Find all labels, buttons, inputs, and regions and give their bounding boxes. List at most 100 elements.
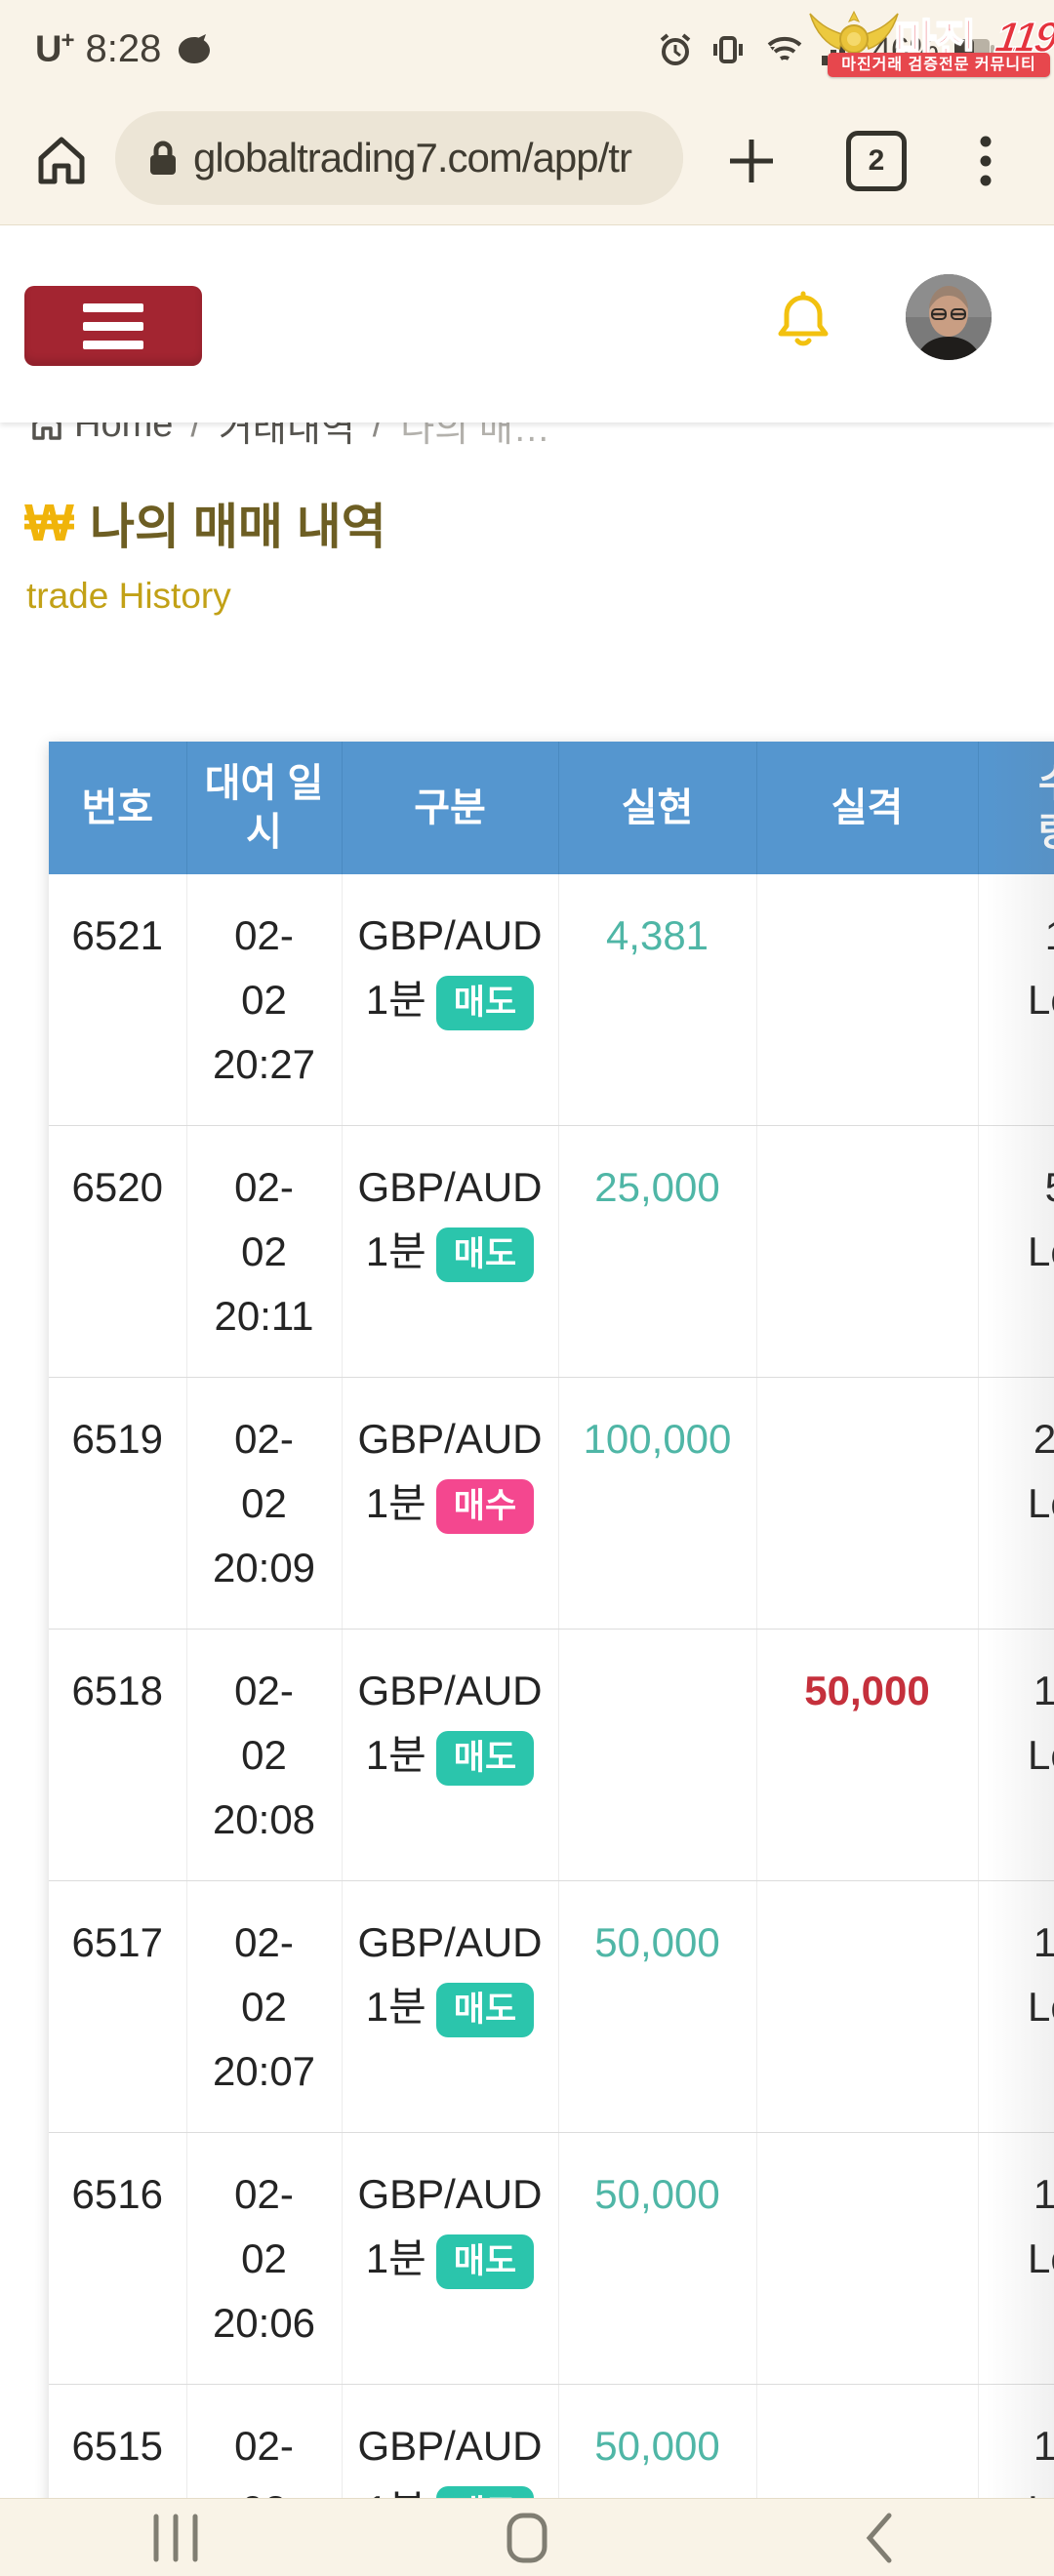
col-header-quantity: 수량 [978,742,1054,874]
cell-rental-datetime: 02- 02 20:06 [186,2132,343,2385]
cell-realized: 50,000 [558,2132,757,2385]
page-subtitle: trade History [26,576,231,616]
carrier-label: U+ [35,27,74,70]
hamburger-bar [83,321,143,331]
table-edge-shadow [986,742,1054,2498]
hamburger-bar [83,340,143,349]
cell-number: 6520 [49,1125,187,1378]
cell-realized: 50,000 [558,1880,757,2133]
cell-realized [558,1629,757,1881]
trade-history-table: 번호 대여 일시 구분 실현 실격 수량 652102-0220:27GBP/A… [49,742,1054,2576]
tab-switcher-button[interactable]: 2 [837,98,915,224]
hamburger-bar [83,302,143,312]
side-badge: 매도 [435,975,535,1030]
cell-type: GBP/AUD 1분 매수 [342,1377,559,1630]
cell-realized: 4,381 [558,874,757,1126]
home-button[interactable] [351,2499,703,2576]
plus-icon [730,140,773,182]
browser-toolbar: globaltrading7.com/app/tr 2 [0,98,1054,225]
cell-quantity: 20 Lot [978,1377,1054,1630]
url-fade [625,111,683,205]
cell-number: 6519 [49,1377,187,1630]
col-header-number: 번호 [49,742,187,874]
col-header-disqualified: 실격 [756,742,979,874]
side-badge: 매도 [435,2234,535,2289]
cell-rental-datetime: 02- 02 20:08 [186,1629,343,1881]
side-badge: 매도 [435,1227,535,1282]
wifi-data-icon [767,36,802,60]
cell-quantity: 5 Lot [978,1125,1054,1378]
cell-quantity: 10 Lot [978,1629,1054,1881]
won-currency-icon: ₩ [24,494,74,552]
cell-number: 6521 [49,874,187,1126]
status-clock: 8:28 [85,27,162,70]
new-tab-button[interactable] [717,98,786,224]
cell-number: 6518 [49,1629,187,1881]
cell-number: 6517 [49,1880,187,2133]
recents-button[interactable] [0,2499,351,2576]
page-title-text: 나의 매매 내역 [89,500,386,554]
cell-disqualified [756,2132,979,2385]
avatar-photo [906,274,992,360]
side-badge: 매수 [435,1478,535,1534]
tab-count-icon: 2 [846,131,907,191]
col-header-rental-datetime: 대여 일시 [186,742,343,874]
hamburger-menu-button[interactable] [24,286,202,366]
alarm-icon [660,33,691,65]
user-avatar[interactable] [906,274,992,360]
cell-quantity: 10 Lot [978,2132,1054,2385]
vibrate-icon [712,36,743,63]
cell-disqualified [756,1880,979,2133]
address-bar[interactable]: globaltrading7.com/app/tr [115,111,683,205]
breadcrumb-separator: / [190,404,201,445]
app-header [0,225,1054,423]
back-button[interactable] [703,2499,1054,2576]
cell-quantity: 1 Lot [978,874,1054,1126]
chat-bubble-notification-icon [179,33,211,63]
home-nav-icon [507,2513,547,2563]
cell-realized: 100,000 [558,1377,757,1630]
android-navigation-bar [0,2498,1054,2576]
cell-number: 6516 [49,2132,187,2385]
cell-realized: 25,000 [558,1125,757,1378]
home-icon [38,137,85,184]
page-title: ₩ 나의 매매 내역 [24,488,386,558]
cell-rental-datetime: 02- 02 20:09 [186,1377,343,1630]
lock-icon [150,141,176,175]
col-header-realized: 실현 [558,742,757,874]
kebab-menu-icon [980,136,992,186]
watermark-banner: 마진거래 검증전문 커뮤니티 [828,53,1050,77]
eagle-emblem-icon [809,10,899,72]
browser-home-button[interactable] [27,98,96,224]
breadcrumb-separator: / [372,404,384,445]
side-badge: 매도 [435,1730,535,1786]
cell-rental-datetime: 02- 02 20:07 [186,1880,343,2133]
side-badge: 매도 [435,1982,535,2037]
community-watermark: 마진 119 마진거래 검증전문 커뮤니티 [800,2,1054,80]
bell-icon [778,291,829,346]
cell-disqualified [756,874,979,1126]
cell-rental-datetime: 02- 02 20:27 [186,874,343,1126]
table-header-row: 번호 대여 일시 구분 실현 실격 수량 [49,742,1054,874]
cell-quantity: 10 Lot [978,1880,1054,2133]
cell-disqualified [756,1125,979,1378]
browser-menu-button[interactable] [952,98,1020,224]
col-header-type: 구분 [342,742,559,874]
status-bar: U+ 8:28 [0,0,1054,98]
recents-icon [153,2514,198,2562]
cell-disqualified: 50,000 [756,1629,979,1881]
back-chevron-icon [866,2513,892,2563]
notifications-button[interactable] [773,290,833,360]
